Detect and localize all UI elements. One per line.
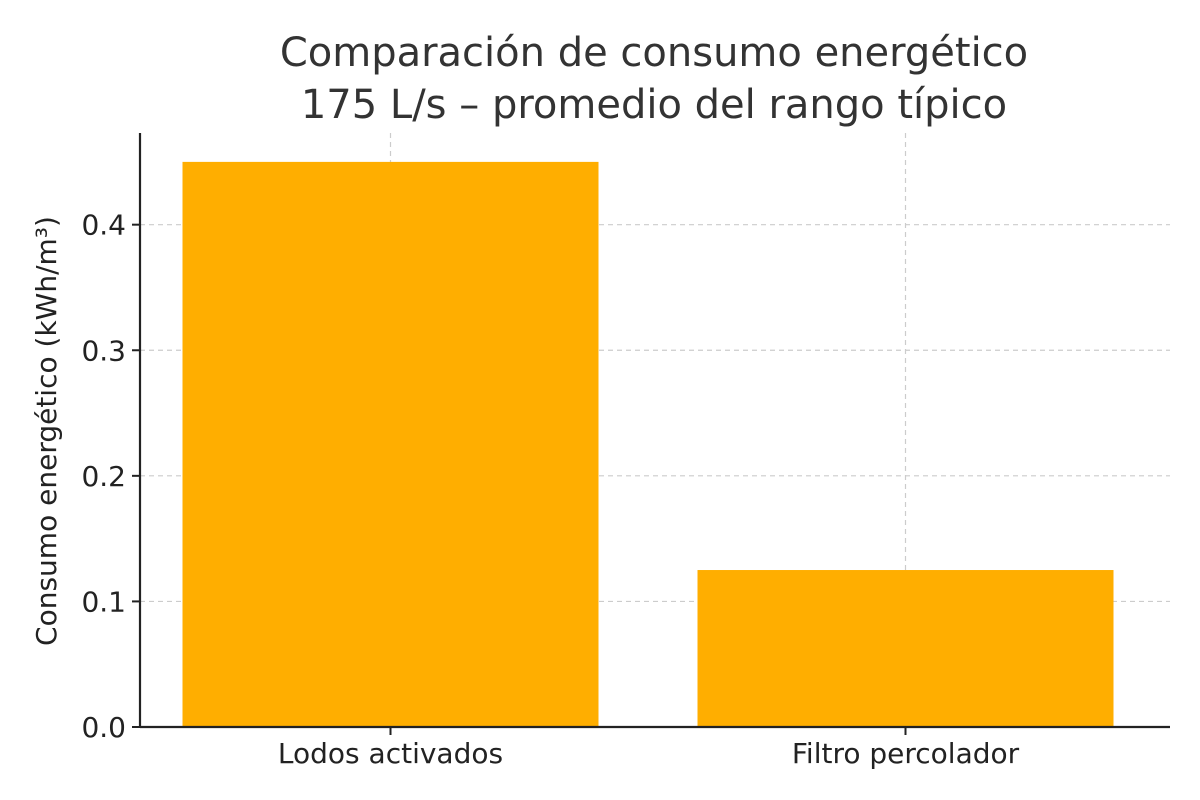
bar-1 bbox=[182, 161, 599, 727]
y-tick-label: 0.0 bbox=[81, 711, 126, 744]
x-tick-label: Lodos activados bbox=[278, 737, 503, 770]
bar-2 bbox=[697, 570, 1114, 727]
chart-title: Comparación de consumo energético 175 L/… bbox=[280, 30, 1028, 128]
y-tick-label: 0.1 bbox=[81, 585, 126, 618]
x-tick-label: Filtro percolador bbox=[792, 737, 1020, 770]
y-tick-label: 0.3 bbox=[81, 334, 126, 367]
x-axis-ticks: Lodos activados Filtro percolador bbox=[278, 727, 1020, 770]
y-tick-label: 0.4 bbox=[81, 209, 126, 242]
y-axis-label: Consumo energético (kWh/m³) bbox=[30, 216, 63, 646]
axes bbox=[138, 133, 1170, 729]
y-axis-ticks: 0.0 0.1 0.2 0.3 0.4 bbox=[81, 209, 140, 744]
bars bbox=[182, 161, 1114, 727]
chart-title-line-2: 175 L/s – promedio del rango típico bbox=[301, 82, 1007, 128]
chart-title-line-1: Comparación de consumo energético bbox=[280, 30, 1028, 76]
y-tick-label: 0.2 bbox=[81, 460, 126, 493]
